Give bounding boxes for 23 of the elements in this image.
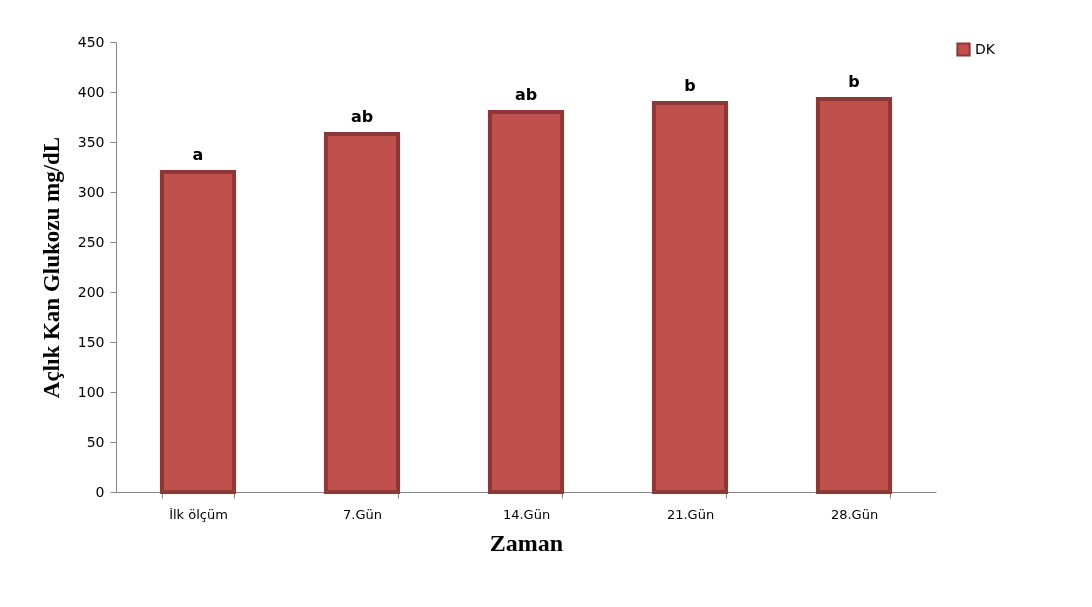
x-tick-label: 14.Gün bbox=[502, 506, 551, 522]
y-tick-label: 400 bbox=[77, 83, 105, 100]
y-tick-label: 350 bbox=[77, 133, 105, 150]
x-tick-label: 28.Gün bbox=[830, 506, 879, 522]
y-tick-label: 100 bbox=[77, 383, 105, 400]
y-tick-label: 300 bbox=[77, 183, 105, 200]
annotation: a bbox=[192, 145, 204, 164]
y-axis-title: Açlık Kan Glukozu mg/dL bbox=[38, 136, 64, 399]
y-tick-label: 50 bbox=[86, 433, 105, 450]
y-tick-label: 250 bbox=[77, 233, 105, 250]
x-axis-title: Zaman bbox=[489, 529, 564, 556]
legend-label: DK bbox=[975, 40, 996, 57]
annotation: b bbox=[848, 72, 860, 91]
x-tick-label: 21.Gün bbox=[666, 506, 715, 522]
y-tick-label: 0 bbox=[95, 483, 105, 500]
annotation: ab bbox=[514, 85, 538, 104]
x-tick-label: İlk ölçüm bbox=[169, 506, 228, 522]
y-tick-label: 200 bbox=[77, 283, 105, 300]
annotation: b bbox=[684, 76, 696, 95]
y-tick-label: 450 bbox=[77, 33, 105, 50]
y-tick-label: 150 bbox=[77, 333, 105, 350]
annotation: ab bbox=[350, 107, 374, 126]
x-tick-label: 7.Gün bbox=[343, 506, 382, 522]
